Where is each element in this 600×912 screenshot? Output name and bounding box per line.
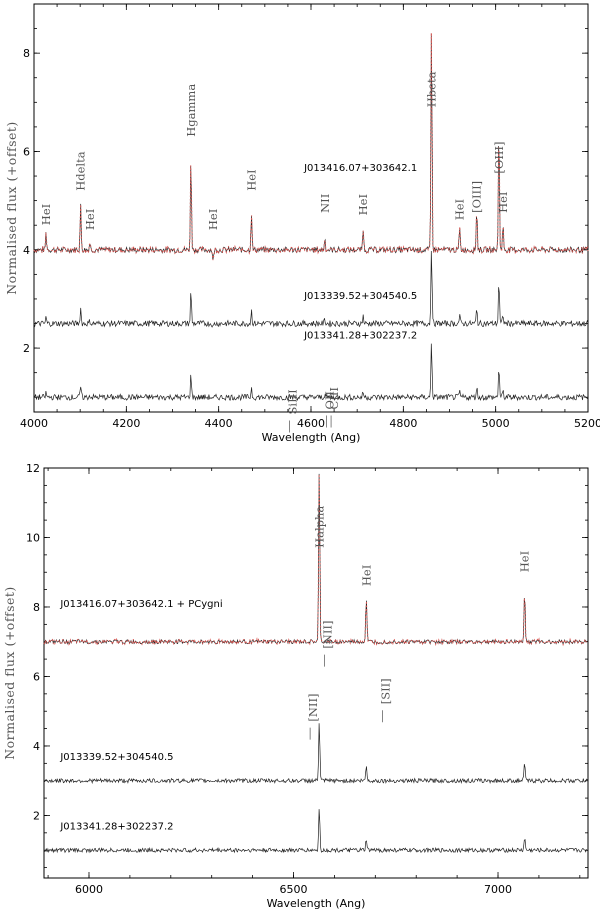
y-tick-label: 4 xyxy=(23,244,30,257)
spectrum-name-label: J013416.07+303642.1 xyxy=(303,163,417,174)
spectrum-name-label: J013416.07+303642.1 + PCygni xyxy=(59,599,222,610)
line-id-label: OII xyxy=(322,391,336,410)
x-tick-label: 6000 xyxy=(75,883,103,896)
spectrum-name-label: J013341.28+302237.2 xyxy=(59,821,173,832)
line-id-label: SiIII xyxy=(286,389,300,414)
spectrum-line xyxy=(43,473,589,645)
line-id-label: HeI xyxy=(453,199,467,220)
spectrum-line xyxy=(33,33,589,260)
line-id-label: [NII] xyxy=(306,694,320,722)
x-tick-label: 4200 xyxy=(112,417,140,430)
spectrum-line xyxy=(33,343,589,402)
plot-frame xyxy=(43,467,589,879)
y-tick-label: 4 xyxy=(33,740,40,753)
line-id-label: [OIII] xyxy=(470,181,484,213)
y-axis-label: Normalised flux (+offset) xyxy=(4,121,19,295)
line-id-label: CIII xyxy=(327,387,341,409)
y-tick-label: 6 xyxy=(23,145,30,158)
x-tick-label: 4000 xyxy=(20,417,48,430)
spectrum-line xyxy=(33,250,589,328)
line-id-label: NII xyxy=(318,194,332,213)
spectrum-name-label: J013341.28+302237.2 xyxy=(303,330,417,341)
line-id-label: HeI xyxy=(244,169,258,190)
spectrum-line xyxy=(43,809,589,854)
line-id-label: Hgamma xyxy=(184,84,198,137)
y-tick-label: 6 xyxy=(33,670,40,683)
line-id-label: [OIII] xyxy=(492,142,506,174)
y-tick-label: 8 xyxy=(33,601,40,614)
line-id-label: HeI xyxy=(83,209,97,230)
y-axis-label: Normalised flux (+offset) xyxy=(2,586,17,760)
y-tick-label: 10 xyxy=(26,531,40,544)
x-tick-label: 5000 xyxy=(482,417,510,430)
line-id-label: HeI xyxy=(356,194,370,215)
model-fit-line xyxy=(33,32,589,261)
x-tick-label: 4400 xyxy=(205,417,233,430)
x-axis-label: Wavelength (Ang) xyxy=(262,431,361,444)
model-fit-line xyxy=(43,474,589,647)
line-id-label: HeI xyxy=(39,204,53,225)
line-id-label: Halpha xyxy=(312,506,326,548)
line-id-label: HeI xyxy=(206,209,220,230)
x-tick-label: 5200 xyxy=(574,417,600,430)
x-tick-label: 7000 xyxy=(484,883,512,896)
y-tick-label: 2 xyxy=(23,342,30,355)
y-tick-label: 12 xyxy=(26,462,40,475)
line-id-label: Hdelta xyxy=(74,151,88,190)
x-axis-label: Wavelength (Ang) xyxy=(267,897,366,910)
line-id-label: [NII] xyxy=(320,621,334,649)
spectrum-line xyxy=(43,723,589,785)
x-tick-label: 4600 xyxy=(297,417,325,430)
line-id-label: HeI xyxy=(496,192,510,213)
x-tick-label: 6500 xyxy=(280,883,308,896)
x-tick-label: 4800 xyxy=(389,417,417,430)
line-id-label: HeI xyxy=(359,565,373,586)
spectrum-name-label: J013339.52+304540.5 xyxy=(59,752,173,763)
line-id-label: Hbeta xyxy=(424,71,438,107)
line-id-label: HeI xyxy=(518,551,532,572)
line-id-label: [SII] xyxy=(379,678,393,704)
y-tick-label: 2 xyxy=(33,809,40,822)
spectrum-name-label: J013339.52+304540.5 xyxy=(303,291,417,302)
y-tick-label: 8 xyxy=(23,47,30,60)
